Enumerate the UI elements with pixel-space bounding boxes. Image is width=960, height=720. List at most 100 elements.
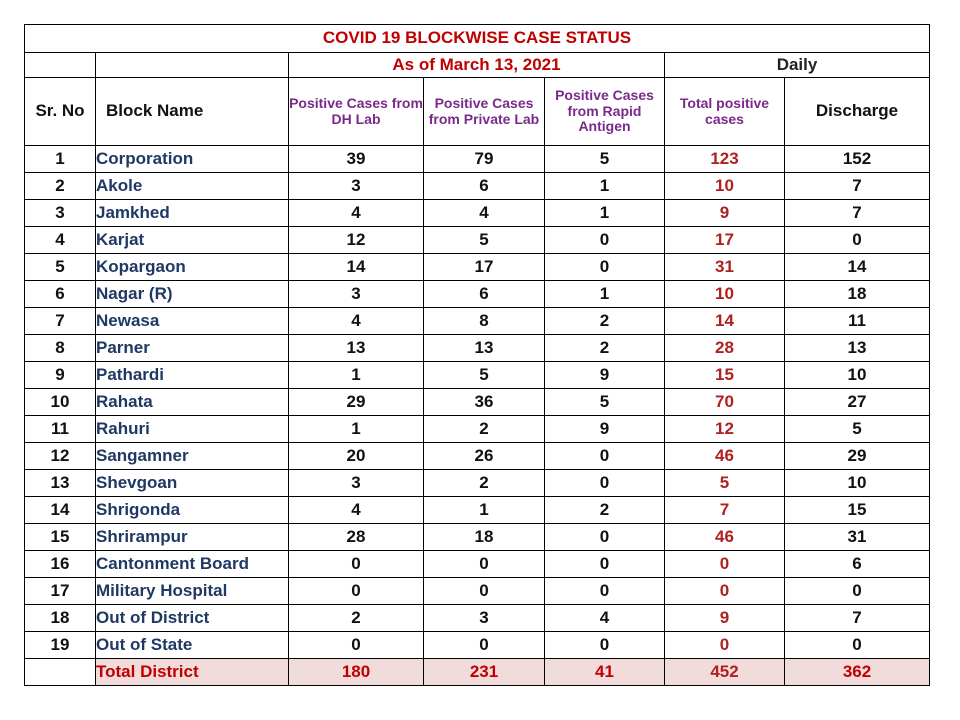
table-title: COVID 19 BLOCKWISE CASE STATUS bbox=[23, 24, 931, 53]
rapid-antigen-cell: 2 bbox=[544, 334, 665, 362]
table-row: 14 Shrigonda 4 1 2 7 15 bbox=[24, 496, 931, 524]
private-lab-cell: 3 bbox=[423, 604, 545, 632]
discharge-cell: 0 bbox=[783, 226, 931, 254]
private-lab-cell: 2 bbox=[423, 469, 545, 497]
block-name-cell: Newasa bbox=[95, 307, 289, 335]
total-label: Total District bbox=[95, 658, 289, 686]
block-name-cell: Sangamner bbox=[95, 442, 289, 470]
table-row: 12 Sangamner 20 26 0 46 29 bbox=[24, 442, 931, 470]
table-row: 15 Shrirampur 28 18 0 46 31 bbox=[24, 523, 931, 551]
total-positive-cell: 10 bbox=[664, 172, 785, 200]
table-row: 7 Newasa 4 8 2 14 11 bbox=[24, 307, 931, 335]
total-positive-cell: 46 bbox=[664, 442, 785, 470]
total-positive-cell: 0 bbox=[664, 577, 785, 605]
block-name-cell: Karjat bbox=[95, 226, 289, 254]
total-positive-cell: 15 bbox=[664, 361, 785, 389]
rapid-antigen-cell: 5 bbox=[544, 388, 665, 416]
table-row: 19 Out of State 0 0 0 0 0 bbox=[24, 631, 931, 659]
discharge-cell: 29 bbox=[783, 442, 931, 470]
private-lab-cell: 18 bbox=[423, 523, 545, 551]
asof-row: As of March 13, 2021 Daily bbox=[24, 52, 931, 78]
sr-no-cell: 2 bbox=[24, 172, 96, 200]
dh-lab-cell: 28 bbox=[288, 523, 424, 551]
table-row: 11 Rahuri 1 2 9 12 5 bbox=[24, 415, 931, 443]
block-name-cell: Shevgoan bbox=[95, 469, 289, 497]
dh-lab-cell: 3 bbox=[288, 469, 424, 497]
rapid-antigen-cell: 1 bbox=[544, 172, 665, 200]
data-rows: 1 Corporation 39 79 5 123 152 2 Akole 3 6 1 10 7 3 Jamk… bbox=[24, 145, 931, 659]
total-discharge: 362 bbox=[783, 658, 931, 686]
dh-lab-cell: 0 bbox=[288, 550, 424, 578]
sr-no-cell: 4 bbox=[24, 226, 96, 254]
discharge-cell: 27 bbox=[783, 388, 931, 416]
table-row: 4 Karjat 12 5 0 17 0 bbox=[24, 226, 931, 254]
rapid-antigen-cell: 0 bbox=[544, 226, 665, 254]
total-positive-cell: 123 bbox=[664, 145, 785, 173]
total-positive-cases: 452 bbox=[664, 658, 785, 686]
private-lab-cell: 6 bbox=[423, 280, 545, 308]
table-row: 2 Akole 3 6 1 10 7 bbox=[24, 172, 931, 200]
sr-no-cell: 8 bbox=[24, 334, 96, 362]
sr-no-cell: 15 bbox=[24, 523, 96, 551]
block-name-cell: Kopargaon bbox=[95, 253, 289, 281]
private-lab-cell: 0 bbox=[423, 631, 545, 659]
empty-cell bbox=[24, 52, 96, 78]
table-row: 6 Nagar (R) 3 6 1 10 18 bbox=[24, 280, 931, 308]
private-lab-cell: 2 bbox=[423, 415, 545, 443]
sr-no-cell: 19 bbox=[24, 631, 96, 659]
rapid-antigen-cell: 9 bbox=[544, 415, 665, 443]
private-lab-cell: 5 bbox=[423, 226, 545, 254]
total-private-lab: 231 bbox=[423, 658, 545, 686]
block-name-cell: Akole bbox=[95, 172, 289, 200]
discharge-cell: 5 bbox=[783, 415, 931, 443]
sr-no-cell: 9 bbox=[24, 361, 96, 389]
sr-no-cell: 13 bbox=[24, 469, 96, 497]
private-lab-cell: 0 bbox=[423, 550, 545, 578]
block-name-cell: Out of State bbox=[95, 631, 289, 659]
header-dh-lab: Positive Cases from DH Lab bbox=[288, 77, 424, 146]
dh-lab-cell: 4 bbox=[288, 496, 424, 524]
sr-no-cell: 6 bbox=[24, 280, 96, 308]
dh-lab-cell: 14 bbox=[288, 253, 424, 281]
rapid-antigen-cell: 2 bbox=[544, 307, 665, 335]
rapid-antigen-cell: 0 bbox=[544, 577, 665, 605]
discharge-cell: 7 bbox=[783, 172, 931, 200]
block-name-cell: Pathardi bbox=[95, 361, 289, 389]
private-lab-cell: 17 bbox=[423, 253, 545, 281]
table-row: 10 Rahata 29 36 5 70 27 bbox=[24, 388, 931, 416]
discharge-cell: 7 bbox=[783, 604, 931, 632]
total-positive-cell: 9 bbox=[664, 604, 785, 632]
dh-lab-cell: 0 bbox=[288, 577, 424, 605]
total-positive-cell: 28 bbox=[664, 334, 785, 362]
rapid-antigen-cell: 9 bbox=[544, 361, 665, 389]
private-lab-cell: 5 bbox=[423, 361, 545, 389]
discharge-cell: 13 bbox=[783, 334, 931, 362]
discharge-cell: 14 bbox=[783, 253, 931, 281]
discharge-cell: 0 bbox=[783, 631, 931, 659]
dh-lab-cell: 4 bbox=[288, 307, 424, 335]
rapid-antigen-cell: 1 bbox=[544, 280, 665, 308]
rapid-antigen-cell: 0 bbox=[544, 631, 665, 659]
sr-no-cell: 10 bbox=[24, 388, 96, 416]
private-lab-cell: 0 bbox=[423, 577, 545, 605]
block-name-cell: Rahuri bbox=[95, 415, 289, 443]
rapid-antigen-cell: 0 bbox=[544, 469, 665, 497]
private-lab-cell: 13 bbox=[423, 334, 545, 362]
sr-no-cell: 1 bbox=[24, 145, 96, 173]
discharge-cell: 10 bbox=[783, 469, 931, 497]
rapid-antigen-cell: 0 bbox=[544, 253, 665, 281]
table-row: 8 Parner 13 13 2 28 13 bbox=[24, 334, 931, 362]
dh-lab-cell: 12 bbox=[288, 226, 424, 254]
table-row: 9 Pathardi 1 5 9 15 10 bbox=[24, 361, 931, 389]
total-row: Total District 180 231 41 452 362 bbox=[24, 658, 931, 686]
daily-label: Daily bbox=[663, 52, 931, 78]
discharge-cell: 152 bbox=[783, 145, 931, 173]
discharge-cell: 18 bbox=[783, 280, 931, 308]
discharge-cell: 31 bbox=[783, 523, 931, 551]
empty-cell bbox=[24, 658, 96, 686]
discharge-cell: 7 bbox=[783, 199, 931, 227]
total-positive-cell: 0 bbox=[664, 631, 785, 659]
private-lab-cell: 1 bbox=[423, 496, 545, 524]
total-positive-cell: 7 bbox=[664, 496, 785, 524]
block-name-cell: Corporation bbox=[95, 145, 289, 173]
